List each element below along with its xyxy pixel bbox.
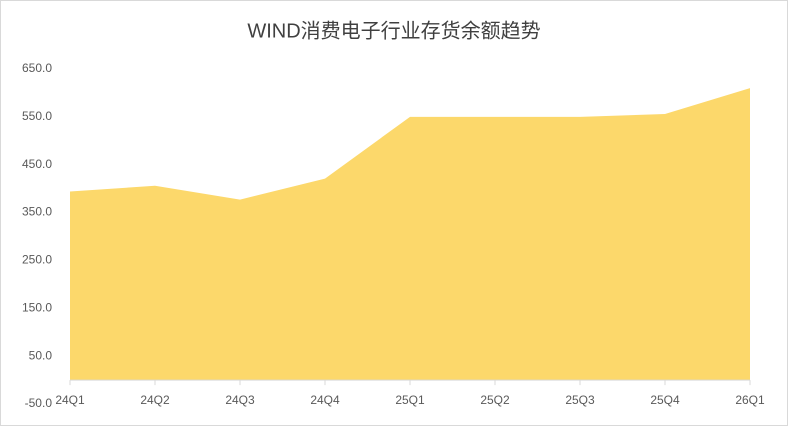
y-tick-label: 350.0: [22, 205, 52, 219]
y-tick-label: 650.0: [22, 61, 52, 75]
x-tick-label: 26Q1: [735, 393, 765, 407]
x-tick-label: 25Q1: [395, 393, 425, 407]
x-tick-label: 24Q3: [225, 393, 255, 407]
x-tick-label: 24Q2: [140, 393, 170, 407]
y-tick-label: 550.0: [22, 109, 52, 123]
y-tick-label: 50.0: [29, 348, 53, 362]
x-tick-label: 24Q4: [310, 393, 340, 407]
y-tick-label: 150.0: [22, 300, 52, 314]
y-tick-label: 250.0: [22, 253, 52, 267]
area: [70, 88, 750, 381]
y-tick-label: -50.0: [25, 396, 53, 410]
x-tick-label: 24Q1: [55, 393, 85, 407]
x-tick-label: 25Q4: [650, 393, 680, 407]
chart-title: WIND消费电子行业存货余额趋势: [247, 19, 540, 42]
y-tick-label: 450.0: [22, 157, 52, 171]
x-tick-label: 25Q2: [480, 393, 510, 407]
x-tick-label: 25Q3: [565, 393, 595, 407]
